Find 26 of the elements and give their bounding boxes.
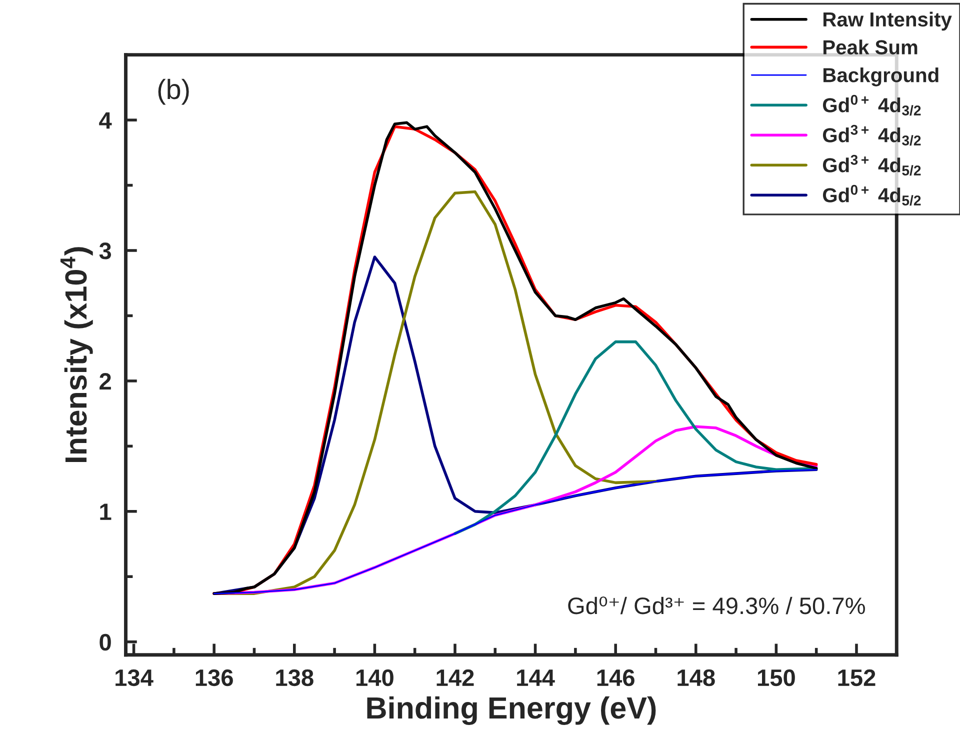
annotation: (b) xyxy=(158,78,189,105)
legend-label: Gd$^{3+}$ 4d$_{5/2}$ xyxy=(822,154,921,176)
x-tick-label: 136 xyxy=(196,669,233,686)
x-tick-label: 144 xyxy=(517,670,555,686)
x-tick-label: 148 xyxy=(678,669,715,686)
x-tick-label: 134 xyxy=(116,669,154,686)
x-tick-label: 142 xyxy=(436,669,474,686)
y-tick-label: 1 xyxy=(100,504,112,520)
legend-label: Raw Intensity xyxy=(823,12,952,31)
annotation: Gd⁰⁺/ Gd³⁺ = 49.3% / 50.7% xyxy=(568,596,865,614)
x-tick-label: 138 xyxy=(276,669,314,686)
y-axis-title: Intensity (x10$^{4}$) xyxy=(60,247,93,462)
legend-label: Gd$^{3+}$ 4d$_{3/2}$ xyxy=(822,124,921,146)
legend-label: Peak Sum xyxy=(823,40,918,54)
y-tick-label: 2 xyxy=(100,373,111,390)
y-tick-label: 4 xyxy=(99,112,112,129)
x-tick-label: 146 xyxy=(597,669,634,686)
legend-label: Gd$^{0+}$ 4d$_{5/2}$ xyxy=(822,184,921,206)
x-tick-label: 150 xyxy=(758,669,795,686)
x-axis-title: Binding Energy (eV) xyxy=(367,696,656,725)
legend-label: Background xyxy=(823,67,938,86)
y-tick-label: 0 xyxy=(100,634,111,651)
x-tick-label: 140 xyxy=(356,669,394,686)
legend-label: Gd$^{0+}$ 4d$_{3/2}$ xyxy=(822,94,921,116)
x-tick-label: 152 xyxy=(838,669,876,686)
y-tick-label: 3 xyxy=(99,242,112,260)
